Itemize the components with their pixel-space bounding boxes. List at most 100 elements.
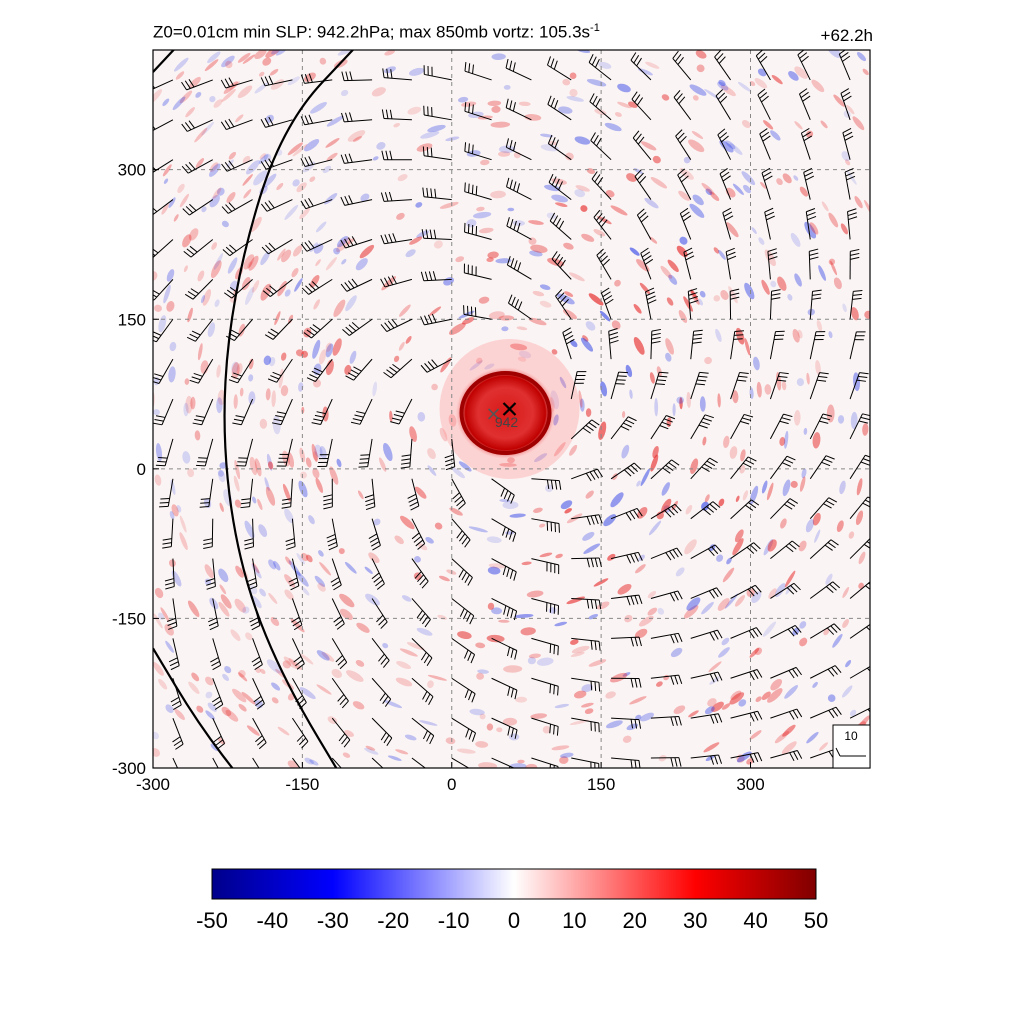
vorticity-cell — [477, 669, 489, 674]
vorticity-cell — [234, 459, 241, 480]
wind-barb — [422, 146, 452, 161]
vorticity-cell — [457, 631, 472, 640]
vorticity-cell — [476, 206, 485, 212]
vorticity-cell — [574, 189, 586, 198]
vorticity-cell — [864, 199, 870, 217]
wind-barb — [770, 625, 802, 639]
wind-barb — [196, 438, 214, 467]
vorticity-cell — [529, 250, 543, 257]
x-tick-label: 150 — [587, 775, 615, 794]
vorticity-cell — [701, 501, 710, 511]
vorticity-cell — [469, 708, 485, 716]
vorticity-cell — [296, 182, 307, 193]
vorticity-cell — [276, 182, 284, 191]
vorticity-cell — [588, 614, 599, 620]
wind-barb — [291, 638, 305, 670]
vorticity-cell — [569, 72, 577, 80]
vorticity-cell — [478, 296, 490, 304]
vorticity-cell — [751, 227, 757, 234]
vorticity-cell — [179, 90, 193, 104]
wind-barb — [340, 153, 373, 164]
vorticity-cell — [352, 136, 362, 142]
vorticity-cell — [249, 456, 258, 476]
vorticity-cell — [699, 396, 706, 412]
vorticity-cell — [487, 251, 499, 259]
wind-barb — [562, 327, 575, 360]
wind-barb — [411, 717, 435, 745]
wind-barb — [506, 177, 532, 201]
wind-barb — [551, 251, 572, 280]
vorticity-cell — [812, 512, 821, 526]
vorticity-cell — [856, 478, 863, 496]
vorticity-cell — [593, 229, 606, 237]
vorticity-cell — [855, 510, 864, 526]
wind-barb — [182, 199, 214, 216]
wind-barb — [849, 372, 869, 400]
vorticity-cell — [699, 290, 706, 298]
vorticity-cell — [179, 515, 187, 533]
vorticity-cell — [622, 672, 631, 677]
vorticity-cell — [284, 204, 299, 220]
wind-barb — [341, 112, 373, 123]
wind-barb — [451, 677, 476, 703]
vorticity-cell — [154, 587, 164, 599]
vorticity-cell — [346, 670, 364, 682]
vorticity-cell — [232, 688, 247, 703]
vorticity-cell — [812, 432, 821, 449]
vorticity-cell — [480, 159, 490, 166]
vorticity-cell — [856, 52, 867, 62]
vorticity-cell — [767, 539, 777, 552]
vorticity-cell — [169, 511, 175, 520]
vorticity-cell — [605, 720, 623, 729]
vorticity-cell — [563, 242, 574, 250]
colorbar-tick-label: -30 — [317, 908, 349, 933]
vorticity-cell — [325, 138, 340, 148]
vorticity-cell — [269, 68, 279, 76]
vorticity-cell — [832, 633, 843, 648]
vorticity-cell — [779, 437, 786, 446]
vorticity-cell — [245, 632, 253, 641]
vorticity-cell — [845, 159, 851, 166]
wind-barb — [291, 598, 303, 631]
vorticity-cell — [253, 170, 268, 186]
vorticity-cell — [581, 233, 595, 242]
vorticity-cell — [532, 290, 545, 297]
vorticity-cell — [862, 423, 869, 436]
vorticity-cell — [434, 522, 443, 530]
vorticity-cell — [393, 123, 401, 128]
vorticity-cell — [621, 411, 626, 418]
vorticity-cell — [445, 737, 456, 745]
wind-barb — [769, 330, 785, 360]
wind-barb — [331, 598, 345, 630]
vorticity-cell — [635, 564, 646, 574]
vorticity-cell — [207, 702, 217, 712]
vorticity-cell — [801, 468, 807, 479]
vorticity-cell — [821, 201, 829, 212]
vorticity-cell — [610, 672, 628, 683]
vorticity-cell — [570, 651, 585, 657]
vorticity-cell — [163, 178, 169, 184]
vorticity-cell — [735, 327, 745, 345]
vorticity-cell — [268, 592, 278, 604]
wind-barb — [847, 208, 858, 240]
vorticity-cell — [734, 594, 746, 607]
vorticity-cell — [406, 642, 425, 651]
vorticity-cell — [298, 480, 308, 498]
boundary-curve — [153, 50, 176, 73]
vorticity-cell — [400, 515, 415, 530]
wind-barb — [547, 134, 572, 161]
vorticity-cell — [416, 143, 433, 152]
vorticity-cell — [218, 601, 230, 617]
colorbar-tick-label: -50 — [196, 908, 228, 933]
colorbar-tick-label: -20 — [377, 908, 409, 933]
vorticity-cell — [645, 61, 660, 69]
wind-barb — [631, 91, 652, 121]
vorticity-cell — [191, 672, 200, 682]
wind-barb — [764, 207, 775, 240]
vorticity-cell — [782, 479, 791, 497]
wind-barb — [571, 757, 600, 768]
vorticity-cell — [675, 567, 685, 577]
vorticity-cell — [574, 690, 587, 699]
vorticity-cell — [270, 79, 285, 90]
vorticity-cell — [276, 50, 287, 56]
